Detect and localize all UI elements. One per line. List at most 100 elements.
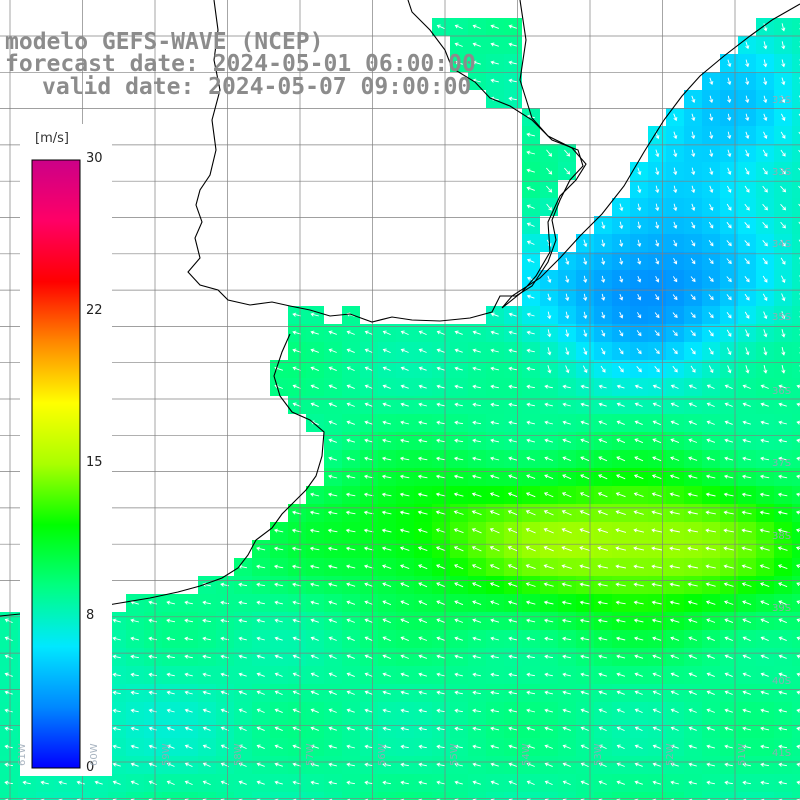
wind-arrow (543, 492, 554, 498)
wind-arrow (709, 149, 714, 158)
wind-arrow (544, 654, 554, 659)
wind-arrow (634, 384, 643, 389)
wind-arrow (256, 564, 266, 569)
wind-cell (558, 792, 576, 800)
wind-arrow (310, 654, 319, 659)
wind-arrow (724, 726, 734, 731)
wind-arrow (166, 636, 176, 641)
wind-arrow (690, 365, 696, 373)
wind-arrow (724, 384, 733, 390)
wind-arrow (436, 762, 445, 767)
wind-arrow (490, 456, 500, 461)
wind-cell (774, 792, 792, 800)
wind-arrow (508, 24, 517, 29)
wind-arrow (744, 203, 750, 211)
wind-arrow (745, 113, 750, 121)
lat-label-41s: 41S (772, 748, 792, 759)
wind-arrow (508, 330, 517, 335)
wind-cell (198, 792, 216, 800)
wind-cell (648, 792, 666, 800)
wind-arrow (310, 726, 319, 731)
wind-arrow (759, 564, 770, 569)
wind-arrow (274, 636, 283, 641)
wind-arrow (654, 312, 660, 319)
wind-arrow (490, 384, 499, 389)
wind-arrow (706, 636, 715, 642)
wind-arrow (526, 294, 535, 299)
wind-arrow (273, 528, 284, 533)
wind-arrow (565, 257, 570, 266)
wind-arrow (709, 167, 714, 176)
wind-arrow (436, 744, 445, 749)
colorbar (20, 124, 112, 776)
wind-arrow (364, 726, 373, 731)
wind-arrow (760, 456, 770, 461)
wind-cell (792, 198, 800, 216)
wind-arrow (561, 546, 572, 552)
wind-arrow (762, 222, 768, 229)
wind-arrow (292, 600, 302, 605)
wind-arrow (601, 275, 606, 283)
wind-arrow (615, 546, 627, 551)
wind-cell (18, 792, 36, 800)
wind-arrow (382, 690, 391, 695)
wind-arrow (328, 582, 338, 587)
wind-arrow (202, 600, 211, 605)
lat-label-33s: 33S (772, 167, 792, 178)
wind-cell (792, 396, 800, 414)
wind-arrow (238, 708, 247, 713)
wind-arrow (619, 203, 624, 212)
lat-label-34s: 34S (772, 239, 792, 250)
wind-arrow (418, 348, 427, 353)
wind-arrow (418, 402, 428, 407)
lat-label-32s: 32S (772, 95, 792, 106)
wind-arrow (580, 402, 589, 407)
wind-arrow (526, 132, 536, 137)
wind-arrow (760, 780, 769, 785)
wind-arrow (526, 186, 535, 191)
wind-arrow (672, 276, 678, 283)
wind-arrow (130, 744, 139, 749)
wind-cell (792, 378, 800, 396)
wind-arrow (490, 438, 500, 443)
wind-arrow (724, 780, 733, 785)
wind-arrow (583, 275, 588, 284)
wind-arrow (310, 636, 319, 641)
wind-arrow (778, 672, 787, 677)
wind-cell (270, 792, 288, 800)
wind-arrow (418, 636, 428, 641)
wind-arrow (616, 402, 625, 407)
wind-arrow (328, 420, 337, 425)
wind-arrow (345, 474, 356, 479)
wind-arrow (745, 149, 750, 157)
wind-cell (792, 108, 800, 126)
wind-cell (666, 792, 684, 800)
wind-arrow (669, 600, 680, 605)
wind-arrow (796, 384, 800, 389)
wind-arrow (619, 275, 624, 283)
wind-arrow (795, 546, 800, 551)
wind-arrow (760, 438, 770, 443)
wind-arrow (655, 185, 660, 194)
wind-arrow (562, 672, 572, 677)
wind-cell (792, 72, 800, 90)
wind-arrow (436, 24, 445, 30)
wind-arrow (256, 708, 265, 714)
wind-arrow (508, 654, 517, 659)
wind-arrow (762, 149, 768, 157)
wind-arrow (4, 618, 13, 624)
wind-arrow (238, 618, 247, 623)
wind-arrow (759, 492, 770, 497)
wind-arrow (688, 744, 697, 749)
wind-arrow (742, 384, 751, 389)
wind-arrow (651, 600, 662, 605)
wind-arrow (364, 348, 373, 354)
wind-arrow (795, 492, 800, 497)
wind-arrow (691, 185, 696, 194)
wind-arrow (454, 348, 463, 353)
wind-arrow (652, 654, 662, 659)
wind-arrow (310, 690, 319, 696)
wind-arrow (490, 42, 499, 47)
wind-arrow (238, 762, 247, 767)
wind-cell (792, 216, 800, 234)
